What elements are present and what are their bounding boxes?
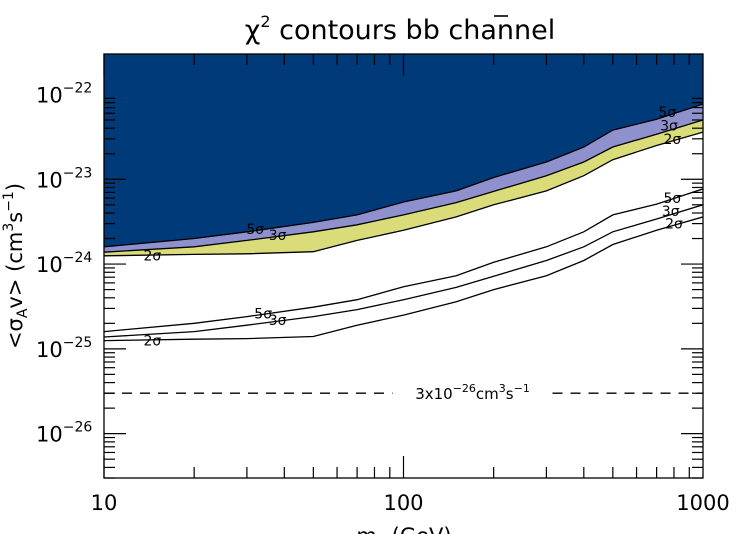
y-tick-label: 10−25	[36, 335, 92, 362]
contour-label-2sigma: 2σ	[665, 217, 683, 233]
region-boundary-3sigma	[104, 119, 703, 253]
reference-line-group: 3x10−26cm3s−1	[104, 382, 703, 403]
contour-label-5sigma: 5σ	[658, 105, 676, 121]
x-tick-label: 1000	[676, 491, 729, 515]
contour-label-3sigma: 3σ	[660, 119, 678, 135]
y-tick-label: 10−22	[36, 80, 92, 107]
region-boundary-2sigma	[104, 131, 703, 257]
region-boundary-5sigma	[104, 103, 703, 248]
contour-label-5sigma: 5σ	[663, 191, 681, 207]
region-2sigma	[104, 120, 703, 256]
y-axis-label: <σAv> (cm3s−1)	[1, 183, 31, 349]
contour-label-5sigma: 5σ	[246, 222, 264, 238]
y-tick-label: 10−23	[36, 165, 92, 192]
contour-line-5sigma	[104, 188, 703, 333]
region-5sigma	[104, 54, 703, 247]
contour-label-3sigma: 3σ	[269, 228, 287, 244]
contour-label-3sigma: 3σ	[662, 204, 680, 220]
contour-label-3sigma: 3σ	[269, 313, 287, 329]
contour-label-2sigma: 2σ	[143, 249, 161, 265]
chart-title: χ2 contours bb channel	[245, 12, 556, 46]
y-tick-label: 10−26	[36, 420, 92, 447]
x-tick-label: 10	[91, 491, 118, 515]
x-tick-label: 100	[383, 491, 423, 515]
filled-regions	[104, 54, 703, 257]
x-axis-label: mχ (GeV)	[356, 524, 451, 534]
contour-lines	[104, 188, 703, 342]
contour-label-2sigma: 2σ	[143, 333, 161, 349]
reference-line-label: 3x10−26cm3s−1	[415, 382, 530, 403]
tick-labels: 10 100 1000 10−26 10−25 10−24 10−23 10−22	[36, 80, 730, 515]
contour-line-2sigma	[104, 216, 703, 342]
contour-line-3sigma	[104, 204, 703, 338]
axis-ticks	[103, 54, 703, 479]
contour-label-5sigma: 5σ	[254, 307, 272, 323]
y-tick-label: 10−24	[36, 250, 92, 277]
contour-label-2sigma: 2σ	[663, 132, 681, 148]
